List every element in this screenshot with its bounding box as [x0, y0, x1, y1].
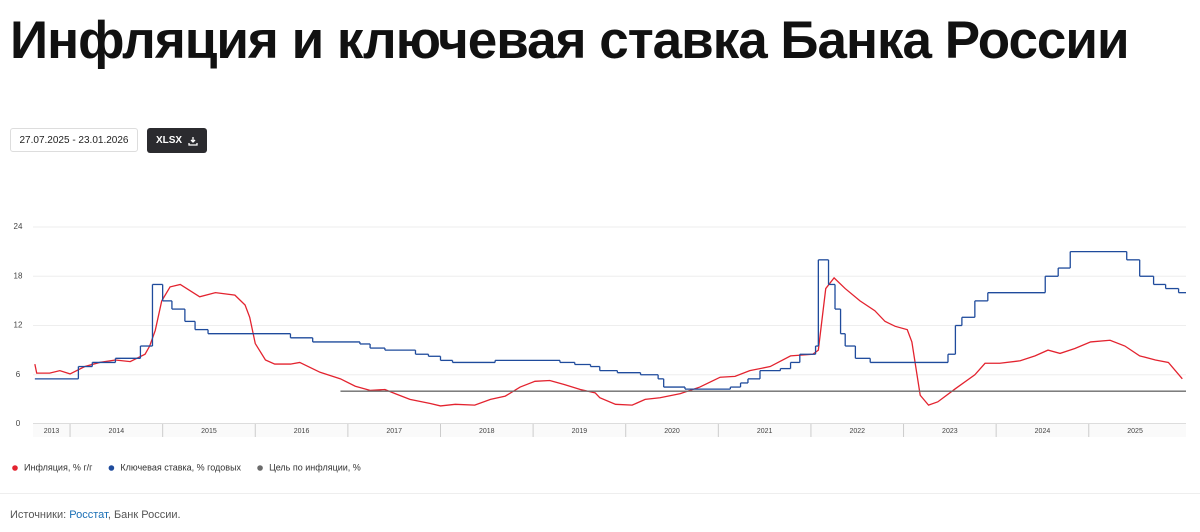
- page-title: Инфляция и ключевая ставка Банка России: [10, 11, 1130, 70]
- x-tick-label: 2014: [109, 428, 125, 435]
- y-tick-label: 24: [14, 222, 23, 231]
- x-tick-label: 2023: [942, 428, 958, 435]
- x-tick-label: 2025: [1127, 428, 1143, 435]
- sources: Источники: Росстат, Банк России.: [10, 509, 181, 521]
- y-tick-label: 6: [16, 370, 21, 379]
- source-link[interactable]: Росстат: [69, 509, 108, 521]
- legend-dot: [108, 465, 115, 471]
- x-tick-label: 2013: [44, 428, 60, 435]
- x-tick-label: 2017: [386, 428, 402, 435]
- export-label: XLSX: [155, 135, 183, 146]
- legend-dot: [12, 465, 18, 471]
- series-line: [34, 276, 1183, 407]
- x-tick-label: 2016: [294, 428, 310, 435]
- x-tick-label: 2022: [849, 428, 865, 435]
- x-tick-label: 2020: [664, 428, 680, 435]
- y-tick-label: 18: [14, 271, 23, 280]
- legend-label: Ключевая ставка, % годовых: [120, 462, 241, 472]
- y-tick-label: 0: [16, 419, 21, 428]
- legend-label: Цель по инфляции, %: [269, 462, 361, 472]
- y-tick-label: 12: [14, 321, 23, 330]
- download-icon: [188, 136, 198, 146]
- date-range[interactable]: 27.07.2025 - 23.01.2026: [10, 128, 138, 152]
- x-tick-label: 2024: [1035, 428, 1051, 435]
- x-tick-label: 2018: [479, 428, 495, 435]
- export-button[interactable]: XLSX: [147, 128, 207, 153]
- x-tick-label: 2019: [572, 428, 588, 435]
- separator: [0, 493, 1200, 494]
- x-tick-label: 2015: [201, 428, 217, 435]
- sources-rest: , Банк России.: [107, 509, 181, 521]
- x-tick-label: 2021: [757, 428, 773, 435]
- legend-label: Инфляция, % г/г: [24, 462, 93, 472]
- sources-prefix: Источники:: [10, 509, 67, 521]
- x-axis-band: [33, 424, 1186, 437]
- legend-dot: [257, 465, 263, 471]
